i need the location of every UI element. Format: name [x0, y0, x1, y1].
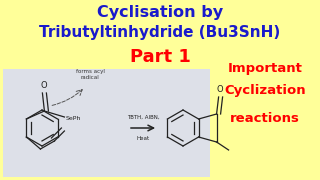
- Text: reactions: reactions: [230, 112, 300, 125]
- Text: Important: Important: [228, 62, 302, 75]
- Text: O: O: [40, 81, 47, 90]
- Text: SePh: SePh: [65, 116, 81, 120]
- Text: Cyclisation by: Cyclisation by: [97, 5, 223, 20]
- Text: O: O: [216, 85, 223, 94]
- Text: Heat: Heat: [136, 136, 149, 141]
- Text: forms acyl
radical: forms acyl radical: [76, 69, 104, 80]
- Text: TBTH, AIBN,: TBTH, AIBN,: [127, 115, 159, 120]
- FancyBboxPatch shape: [3, 69, 210, 177]
- Text: Cyclization: Cyclization: [224, 84, 306, 97]
- Text: Tributyltinhydride (Bu3SnH): Tributyltinhydride (Bu3SnH): [39, 25, 281, 40]
- Text: Part 1: Part 1: [130, 48, 190, 66]
